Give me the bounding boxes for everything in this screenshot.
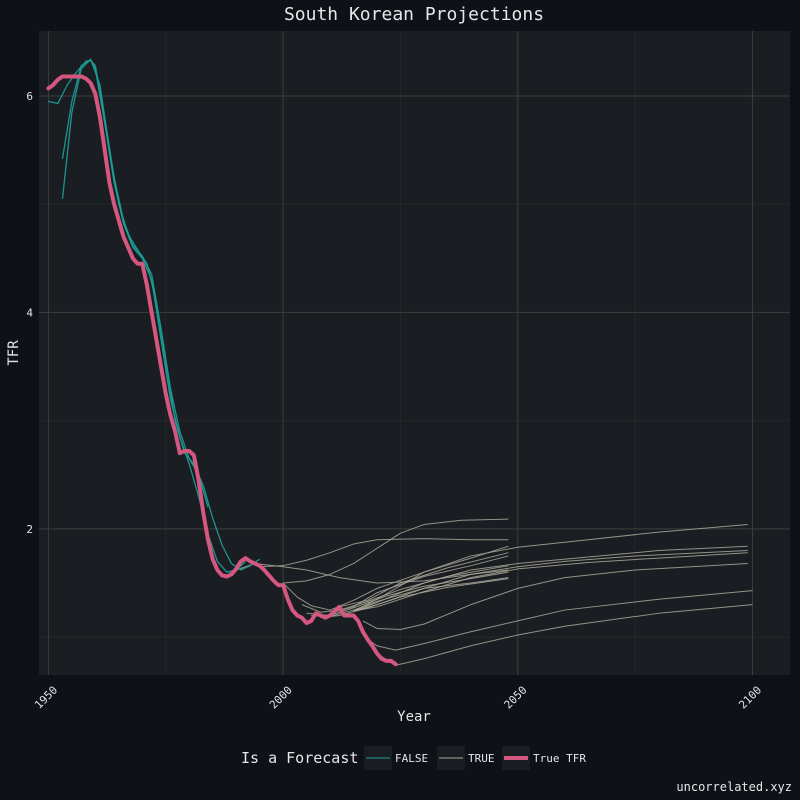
forecast-line [282, 545, 509, 611]
legend: Is a Forecast FALSE TRUE True TFR [241, 746, 586, 770]
true-tfr-line [46, 74, 398, 667]
forecast-line [259, 538, 509, 568]
x-axis-label: Year [397, 709, 431, 725]
major-gridlines [39, 31, 790, 675]
legend-title: Is a Forecast [241, 749, 358, 767]
forecast-line [339, 552, 509, 608]
y-axis-ticks: 2 4 6 [26, 90, 33, 536]
forecast-line [353, 550, 748, 612]
y-tick-label: 6 [26, 90, 33, 103]
historic-fit-line [61, 58, 260, 571]
chart-title: South Korean Projections [284, 4, 544, 25]
forecast-line [329, 555, 509, 614]
forecast-line [381, 604, 753, 666]
minor-gridlines [39, 31, 790, 675]
legend-entry-false: FALSE [364, 746, 428, 770]
forecast-line [353, 552, 748, 612]
forecast-line [235, 563, 509, 584]
y-tick-label: 2 [26, 523, 33, 536]
y-axis-label: TFR [6, 340, 22, 366]
plot-panel [39, 31, 790, 675]
forecast-line [353, 545, 748, 612]
legend-label-true: TRUE [468, 752, 495, 765]
legend-label-false: FALSE [395, 752, 428, 765]
forecast-line [353, 524, 748, 612]
legend-entry-true: TRUE [437, 746, 495, 770]
legend-label-true-tfr: True TFR [533, 752, 586, 765]
legend-entry-true-tfr: True TFR [502, 746, 586, 770]
caption: uncorrelated.xyz [676, 780, 792, 794]
forecast-lines [48, 58, 753, 666]
forecast-line [367, 590, 753, 651]
forecast-line [283, 518, 509, 584]
forecast-line [362, 563, 748, 631]
y-tick-label: 4 [26, 306, 33, 319]
